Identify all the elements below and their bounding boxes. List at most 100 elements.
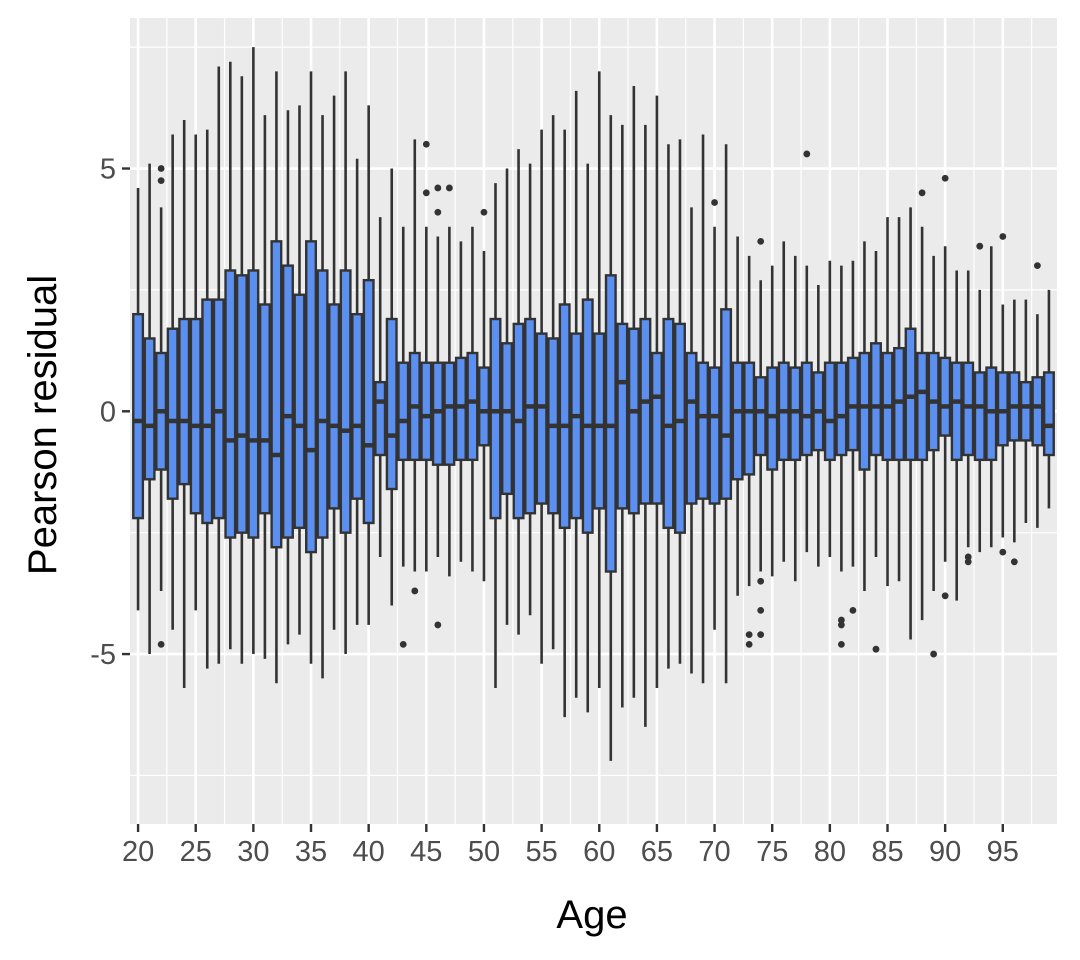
box-iqr [916, 351, 929, 462]
box-iqr [708, 366, 721, 505]
box-iqr [650, 351, 663, 505]
box-age-33 [281, 110, 294, 645]
box-age-72 [731, 236, 744, 596]
outlier-point [930, 650, 938, 658]
box-age-75 [766, 265, 779, 577]
x-tick-label: 45 [410, 836, 442, 868]
outlier-point [837, 640, 845, 648]
box-iqr [466, 351, 479, 462]
box-iqr [339, 269, 352, 534]
x-tick-label: 30 [237, 836, 269, 868]
box-age-61 [604, 115, 617, 761]
box-age-29 [235, 76, 248, 664]
box-iqr [132, 312, 145, 520]
box-age-51 [489, 183, 502, 689]
box-iqr [743, 361, 756, 476]
box-iqr [662, 317, 675, 530]
box-age-66 [662, 144, 675, 669]
box-iqr [454, 356, 467, 462]
box-age-47 [443, 184, 456, 577]
outlier-point [757, 606, 765, 614]
box-age-69 [697, 134, 710, 684]
box-age-23 [166, 134, 179, 630]
box-iqr [189, 317, 202, 515]
box-iqr [305, 240, 318, 554]
outlier-point [976, 242, 984, 250]
box-iqr [962, 361, 975, 457]
outlier-point [711, 199, 718, 206]
outlier-point [422, 140, 430, 148]
box-age-39 [351, 158, 364, 625]
x-tick-label: 70 [698, 836, 730, 868]
box-age-87 [904, 207, 917, 640]
box-age-59 [581, 163, 594, 713]
box-age-43 [397, 226, 410, 648]
box-iqr [397, 361, 410, 462]
box-age-97 [1019, 299, 1032, 523]
box-iqr [904, 327, 917, 462]
outlier-point [837, 616, 845, 624]
box-age-78 [800, 150, 813, 553]
box-age-64 [639, 124, 652, 727]
box-iqr [362, 278, 375, 525]
box-age-98 [1031, 262, 1044, 528]
x-tick-label: 35 [295, 836, 327, 868]
box-iqr [858, 351, 871, 471]
box-age-36 [316, 115, 329, 679]
box-age-73 [743, 255, 756, 648]
box-age-45 [420, 140, 433, 572]
box-iqr [270, 240, 283, 549]
box-age-84 [869, 251, 882, 653]
box-age-93 [973, 242, 986, 553]
box-iqr [581, 298, 594, 534]
box-age-63 [627, 85, 640, 698]
outlier-point [757, 631, 765, 639]
box-iqr [316, 269, 329, 539]
outlier-point [157, 177, 165, 185]
box-age-71 [720, 144, 733, 684]
box-age-24 [178, 119, 191, 689]
box-age-22 [155, 165, 168, 648]
box-iqr [754, 376, 767, 457]
box-iqr [489, 317, 502, 520]
box-iqr [996, 371, 1009, 447]
x-tick-label: 25 [180, 836, 212, 868]
x-axis-title: Age [556, 893, 627, 937]
box-age-40 [362, 105, 375, 625]
outlier-point [964, 558, 972, 566]
outlier-point [964, 553, 972, 561]
outlier-point [434, 184, 442, 192]
box-iqr [524, 317, 537, 515]
box-iqr [431, 361, 444, 466]
x-tick-label: 65 [641, 836, 673, 868]
box-age-46 [431, 184, 444, 629]
x-tick-label: 40 [353, 836, 385, 868]
box-age-25 [189, 134, 202, 611]
box-age-76 [777, 241, 790, 562]
y-axis: 5 0 -5 [90, 154, 130, 671]
box-iqr [477, 366, 490, 447]
box-age-31 [258, 115, 271, 659]
box-iqr [835, 361, 848, 457]
box-iqr [604, 274, 617, 573]
box-iqr [212, 298, 225, 520]
box-age-88 [916, 189, 929, 621]
box-age-48 [454, 241, 467, 562]
box-age-91 [950, 270, 963, 601]
box-iqr [766, 366, 779, 471]
box-iqr [593, 332, 606, 510]
box-iqr [846, 356, 859, 452]
outlier-point [803, 150, 811, 158]
box-age-79 [812, 285, 825, 567]
box-iqr [293, 293, 306, 530]
box-iqr [385, 317, 398, 491]
box-iqr [166, 327, 179, 500]
box-iqr [939, 356, 952, 437]
box-age-94 [985, 246, 998, 548]
box-series [132, 47, 1055, 761]
box-iqr [616, 322, 629, 510]
box-iqr [178, 317, 191, 486]
box-iqr [823, 361, 836, 462]
box-iqr [143, 337, 156, 481]
